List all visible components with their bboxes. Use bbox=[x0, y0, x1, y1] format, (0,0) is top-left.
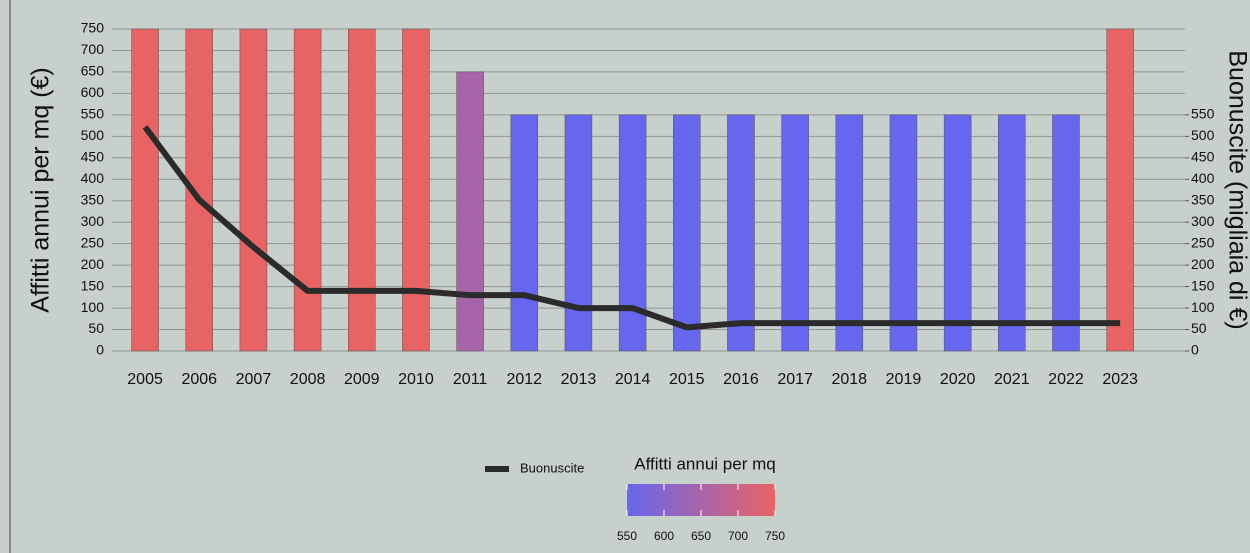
colorbar-tick-label: 550 bbox=[617, 529, 637, 543]
x-tick-label: 2007 bbox=[236, 371, 272, 388]
bar bbox=[293, 28, 322, 352]
bar bbox=[998, 114, 1026, 352]
x-tick-label: 2016 bbox=[723, 371, 759, 388]
colorbar-title: Affitti annui per mq bbox=[634, 454, 775, 473]
legend-label: Buonuscite bbox=[520, 460, 584, 475]
y-tick-label: 0 bbox=[96, 342, 104, 358]
y2-tick-label: 350 bbox=[1191, 191, 1215, 207]
bar bbox=[402, 28, 430, 352]
y-tick-label: 700 bbox=[81, 41, 105, 57]
line-series bbox=[142, 125, 1121, 331]
y-tick-label: 500 bbox=[81, 127, 105, 143]
x-tick-label: 2008 bbox=[290, 371, 326, 388]
y-tick-label: 400 bbox=[81, 170, 105, 186]
y-tick-label: 250 bbox=[81, 234, 105, 250]
x-tick-label: 2013 bbox=[561, 371, 597, 388]
x-tick-label: 2023 bbox=[1102, 371, 1138, 388]
y-tick-label: 650 bbox=[81, 63, 105, 79]
x-tick-label: 2015 bbox=[669, 371, 705, 388]
x-tick-label: 2014 bbox=[615, 371, 651, 388]
y-tick-label: 200 bbox=[81, 256, 105, 272]
x-tick-label: 2019 bbox=[886, 371, 922, 388]
bar bbox=[348, 28, 376, 352]
y-tick-label: 550 bbox=[81, 106, 105, 122]
x-tick-label: 2012 bbox=[506, 371, 542, 388]
x-tick-label: 2020 bbox=[940, 371, 976, 388]
bar bbox=[1052, 114, 1080, 352]
bar bbox=[456, 71, 484, 352]
bar bbox=[943, 114, 972, 352]
y-tick-label: 600 bbox=[81, 84, 105, 100]
x-tick-label: 2017 bbox=[777, 371, 813, 388]
bar bbox=[673, 114, 701, 352]
y-tick-label: 300 bbox=[81, 213, 105, 229]
colorbar-tick-label: 700 bbox=[728, 529, 748, 543]
bar bbox=[1106, 28, 1134, 352]
bar bbox=[564, 114, 593, 352]
colorbar-tick-label: 650 bbox=[691, 529, 711, 543]
y-tick-label: 750 bbox=[81, 20, 105, 36]
y2-tick-label: 0 bbox=[1191, 342, 1199, 358]
x-tick-label: 2009 bbox=[344, 371, 380, 388]
bar bbox=[889, 114, 918, 352]
y-axis-label: Affitti annui per mq (€) bbox=[27, 67, 55, 312]
y2-tick-label: 250 bbox=[1191, 234, 1215, 250]
y2-tick-label: 300 bbox=[1191, 213, 1215, 229]
y2-axis-label: Buonuscite (migliaia di €) bbox=[1223, 50, 1250, 329]
colorbar-tick-label: 600 bbox=[654, 529, 674, 543]
x-tick-label: 2021 bbox=[994, 371, 1030, 388]
bar bbox=[618, 114, 647, 352]
x-tick-label: 2022 bbox=[1048, 371, 1084, 388]
y-tick-label: 350 bbox=[81, 191, 105, 207]
colorbar-tick-label: 750 bbox=[765, 529, 785, 543]
x-tick-label: 2018 bbox=[831, 371, 867, 388]
bar bbox=[239, 28, 268, 352]
y-tick-label: 450 bbox=[81, 149, 105, 165]
y-tick-label: 150 bbox=[81, 277, 105, 293]
y2-tick-label: 500 bbox=[1191, 127, 1215, 143]
x-tick-label: 2006 bbox=[181, 371, 217, 388]
bar bbox=[131, 28, 159, 352]
x-tick-label: 2005 bbox=[127, 371, 163, 388]
bar bbox=[781, 114, 809, 352]
bar bbox=[835, 114, 864, 352]
y2-tick-label: 100 bbox=[1191, 299, 1215, 315]
y2-tick-label: 150 bbox=[1191, 277, 1215, 293]
y-tick-label: 50 bbox=[88, 320, 104, 336]
y2-tick-label: 400 bbox=[1191, 170, 1215, 186]
x-tick-label: 2010 bbox=[398, 371, 434, 388]
x-tick-label: 2011 bbox=[453, 371, 488, 388]
bar bbox=[510, 114, 539, 352]
y2-tick-label: 50 bbox=[1191, 320, 1207, 336]
y2-tick-label: 550 bbox=[1191, 106, 1215, 122]
y2-tick-label: 200 bbox=[1191, 256, 1215, 272]
y2-tick-label: 450 bbox=[1191, 149, 1215, 165]
bar bbox=[727, 114, 755, 352]
y-tick-label: 100 bbox=[81, 299, 105, 315]
